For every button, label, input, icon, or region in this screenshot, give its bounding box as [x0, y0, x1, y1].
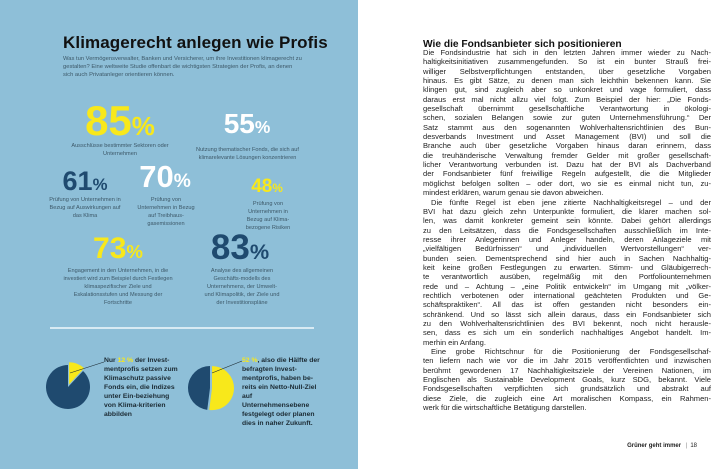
article-line: Satz stammt aus den sogenannten Wohlverh… — [423, 122, 711, 132]
pie-slice-highlight — [69, 362, 85, 385]
article-line: rede und – Achtung – „eine Politik entwi… — [423, 281, 711, 291]
article-line: Englischen als Sustainable Development G… — [423, 375, 711, 385]
caption-highlight: 12 % — [117, 357, 134, 364]
article-line: ten liefern nach wie vor die im Jahr 201… — [423, 356, 711, 366]
article-line: merhin ein Anfang. — [423, 337, 486, 347]
stat-label: Nutzung thematischer Fonds, die sich auf… — [196, 147, 299, 161]
stat-61: 61% — [40, 168, 130, 195]
stat-48: 48% — [237, 177, 297, 196]
article-line: licher Verantwortung verbunden ist. Dazu… — [423, 160, 711, 170]
stat-value: 48 — [251, 176, 273, 197]
footer-separator: | — [685, 443, 688, 449]
stat-label: Engagement in den Unternehmen, in die in… — [63, 268, 173, 306]
divider — [50, 327, 314, 329]
caption-highlight: 52 % — [242, 357, 258, 364]
caption-text: Nur — [104, 357, 118, 364]
article-line: desverbands Investment und Asset Managem… — [423, 132, 711, 142]
pie-chart-52 — [187, 360, 243, 411]
article-line: schen, sozialen Belangen sowie zur guten… — [423, 113, 711, 123]
pie-leader-line — [211, 360, 243, 374]
stat-85: 85% — [60, 100, 180, 142]
page-number: 18 — [690, 443, 697, 449]
article-line: zu den Leitsätzen, dass die Fondsgesells… — [423, 225, 711, 235]
article-line: klingen gut, sind zugleich aber so unkon… — [423, 85, 711, 95]
caption-text: der Invest-mentprofis setzen zum Klimasc… — [104, 357, 178, 418]
article-line: williger Selbstverpflichtungen entstande… — [423, 66, 711, 76]
stat-label: Prüfung von Unternehmen in Bezug auf Tre… — [137, 197, 195, 227]
pie-caption-12: Nur 12 % der Invest-mentprofis setzen zu… — [104, 356, 180, 419]
article-line: die treuhänderische Verwaltung fremder G… — [423, 150, 711, 160]
stat-value: 73 — [93, 232, 127, 265]
article-line: diese Ziele, die zugleich eine Art moral… — [423, 393, 711, 403]
stat-73: 73% — [73, 234, 163, 264]
stat-70: 70% — [115, 161, 215, 192]
article-line: len, was damit konkreter gemeint sein kö… — [423, 216, 711, 226]
article-line: rechtlich verbotenen oder international … — [423, 290, 711, 300]
running-title: Grüner geht immer — [627, 443, 682, 449]
pie-slice-highlight — [209, 366, 234, 411]
stat-label: Prüfung von Unternehmen in Bezug auf Aus… — [49, 197, 121, 219]
pie-slice-rest — [187, 366, 210, 410]
stat-value: 70 — [139, 159, 174, 194]
article-line: Fondsgesellschaften verpflichten sich gr… — [423, 384, 711, 394]
article-line: te verantwortlich ausüben, regelmäßig mi… — [423, 272, 711, 282]
article-heading: Wie die Fondsanbieter sich positionieren — [423, 39, 622, 50]
stat-unit: % — [272, 182, 283, 195]
stat-value: 83 — [210, 228, 250, 267]
article-line: „vielfältigen Bedürfnissen“ und „individ… — [423, 244, 711, 254]
article-line: gesellschaft übernimmt gesellschaftliche… — [423, 104, 711, 114]
stat-label: Ausschlüsse bestimmter Sektoren oder Unt… — [71, 143, 169, 157]
article-line: schränkend. Und so lässt sich allein dar… — [423, 309, 711, 319]
article-line: BVI hat dazu gleich zehn Unterpunkte for… — [423, 206, 711, 216]
pie-caption-52: 52 %, also die Hälfte der befragten Inve… — [242, 356, 320, 428]
article-line: werk für die wirtschaftliche Betätigung … — [423, 403, 587, 413]
article-line: berühmt gewordenen 17 Nachhaltigkeitszie… — [423, 365, 711, 375]
stat-unit: % — [249, 239, 270, 264]
stat-value: 61 — [62, 166, 93, 196]
page-footer: Grüner geht immer | 18 — [627, 443, 697, 449]
article-line: Branche auch über gesetzliche Vorgaben h… — [423, 141, 711, 151]
pie-leader-line — [69, 361, 105, 374]
article-line: möglichst befolgen sollten – oder dort, … — [423, 178, 711, 188]
article-line: schäftspraktiken“. All das ist offen ges… — [423, 300, 711, 310]
article-line: haltigkeitsinitiativen zusammengefunden.… — [423, 57, 711, 67]
stat-unit: % — [126, 241, 143, 262]
stat-83: 83% — [185, 230, 295, 265]
article-line: Eine grobe Richtschnur für die Positioni… — [431, 347, 711, 356]
stat-label: Prüfung von Unternehmen in Bezug auf Kli… — [245, 201, 291, 231]
article-line: keit keine großen Festlegungen zu erwart… — [423, 262, 711, 272]
article-line: der Fondsanbieter fünf freiwillige Regel… — [423, 169, 711, 179]
pie-slice-rest — [46, 365, 90, 409]
stat-label: Analyse des allgemeinen Geschäfts-modell… — [204, 268, 280, 306]
infographic-title: Klimagerecht anlegen wie Profis — [63, 33, 328, 52]
article-line: bunden seien. Dementsprechend sind hier … — [423, 253, 711, 263]
article-line: Die Fondsindustrie hat sich in den letzt… — [423, 48, 711, 57]
article-body: Die Fondsindustrie hat sich in den letzt… — [423, 48, 711, 412]
article-line: sen, dass es sich um ein sonderlich nach… — [423, 328, 711, 338]
article-line: mindest erklären, warum genau sie davon … — [423, 188, 604, 198]
article-line: zu den Wohlverhaltensrichtlinien des BVI… — [423, 318, 711, 328]
article-line: hinaus. Es gibt Sätze, zu denen man sich… — [423, 76, 711, 86]
article-line: resse ihrer Anlegerinnen und Anleger han… — [423, 234, 711, 244]
stat-unit: % — [254, 117, 271, 137]
infographic-panel: Klimagerecht anlegen wie Profis Was tun … — [0, 0, 358, 469]
stat-55: 55% — [197, 110, 297, 138]
caption-text: , also die Hälfte der befragten Invest-m… — [242, 357, 320, 427]
stat-value: 55 — [223, 108, 255, 139]
article-line: Die fünfte Regel ist eben jene zitierte … — [431, 197, 711, 207]
stat-unit: % — [131, 111, 155, 141]
infographic-intro: Was tun Vermögensverwalter, Banken und V… — [63, 56, 302, 79]
stat-value: 85 — [85, 97, 132, 144]
pie-chart-12 — [46, 361, 105, 409]
stat-unit: % — [173, 171, 191, 192]
stat-unit: % — [92, 175, 108, 194]
article-line: daraus erst mal nicht allzu viel folgt. … — [423, 94, 711, 104]
